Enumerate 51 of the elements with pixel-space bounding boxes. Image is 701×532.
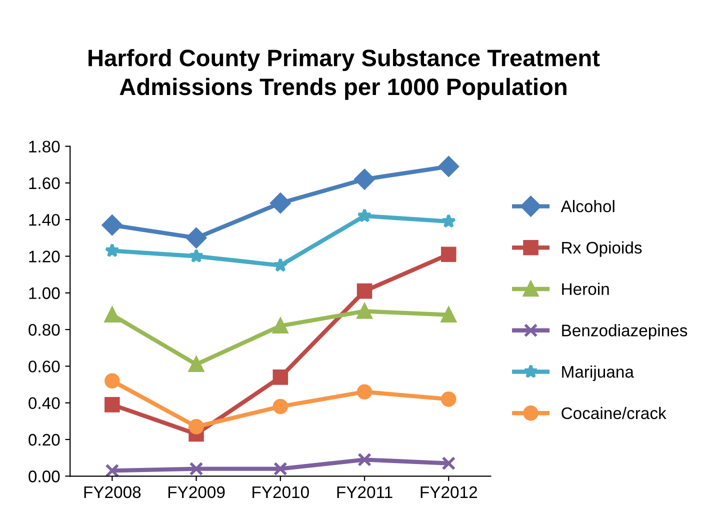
legend-label: Heroin <box>562 282 609 296</box>
point <box>273 462 288 476</box>
point <box>270 192 291 214</box>
legend-label: Cocaine/crack <box>562 406 666 420</box>
legend-label: Alcohol <box>560 200 614 212</box>
legend-label: Benzodiazepines <box>562 324 688 340</box>
y-tick-label: 1.80 <box>29 140 60 153</box>
point <box>104 243 120 258</box>
point <box>442 456 456 470</box>
point <box>441 214 456 228</box>
point <box>438 156 459 177</box>
point <box>105 464 120 476</box>
point <box>272 318 288 334</box>
point <box>356 283 372 299</box>
y-tick-label: 0.60 <box>28 360 60 372</box>
point <box>356 304 372 319</box>
point <box>272 370 288 385</box>
y-tick-label: 0.20 <box>28 434 60 446</box>
point <box>354 169 375 190</box>
point <box>188 356 204 372</box>
point <box>188 419 204 434</box>
point <box>357 208 372 222</box>
point <box>441 392 456 407</box>
x-tick-label: FY2009 <box>168 486 225 498</box>
point <box>102 214 122 236</box>
x-tick-label: FY2011 <box>337 486 392 498</box>
chart-title: Harford County Primary Substance Treatment Admissions Trends per 1000 Population <box>88 49 600 100</box>
point <box>188 248 204 263</box>
y-tick-label: 1.40 <box>29 214 60 226</box>
y-tick-label: 1.20 <box>29 250 60 262</box>
legend-label: Marijuana <box>562 366 634 382</box>
point <box>358 452 372 467</box>
y-tick-label: 1.60 <box>29 177 60 190</box>
y-tick-label: 0.00 <box>28 470 60 482</box>
point <box>104 307 120 323</box>
point <box>441 246 456 262</box>
y-tick-label: 1.00 <box>29 287 60 300</box>
point <box>104 373 120 388</box>
point <box>356 384 372 400</box>
x-tick-label: FY2010 <box>252 486 309 498</box>
y-tick-label: 0.80 <box>28 324 60 336</box>
point <box>273 258 288 272</box>
point <box>272 398 288 414</box>
x-tick-label: FY2008 <box>84 486 141 498</box>
legend-label: Rx Opioids <box>562 241 642 257</box>
point <box>186 228 207 248</box>
y-tick-label: 0.40 <box>28 397 60 410</box>
point <box>104 397 120 412</box>
x-tick-label: FY2012 <box>420 486 477 498</box>
point <box>441 307 456 323</box>
point <box>189 462 204 476</box>
